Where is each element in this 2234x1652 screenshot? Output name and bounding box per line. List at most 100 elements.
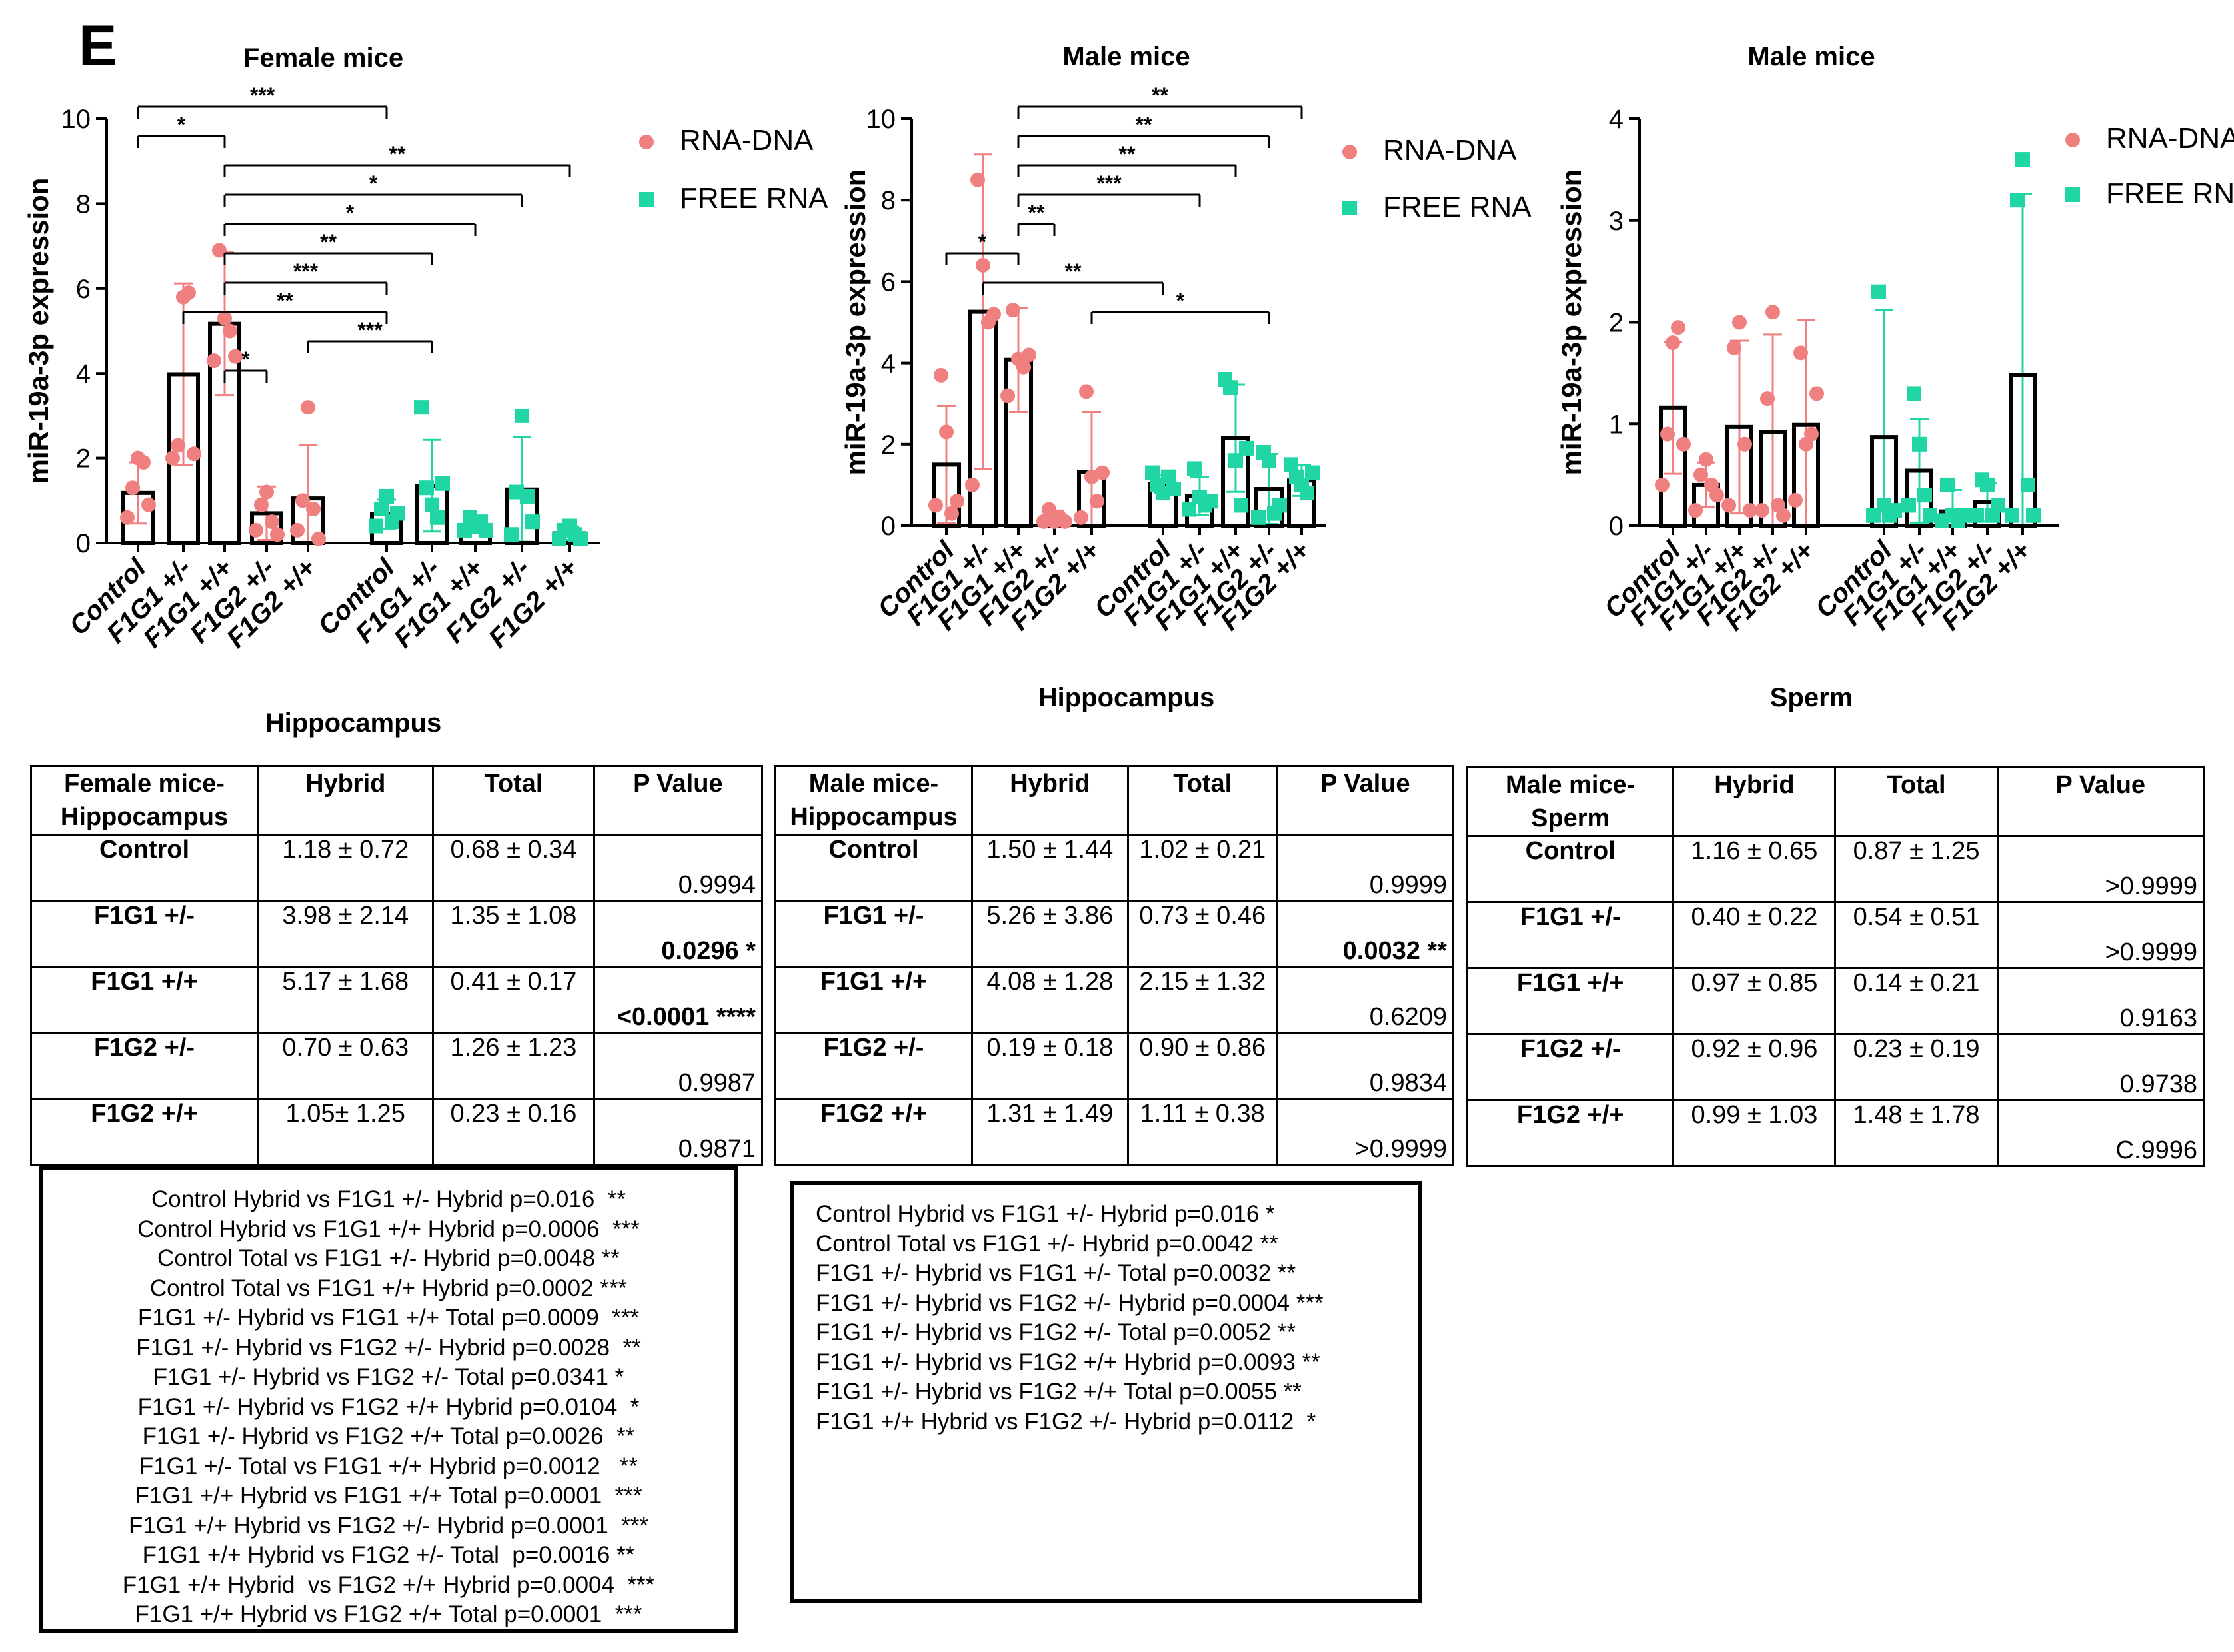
table-header-cell: Male mice- Hippocampus: [774, 765, 973, 836]
data-point-rna-dna: [1765, 305, 1780, 320]
data-point-rna-dna: [187, 446, 201, 462]
stat-box-male: Control Hybrid vs F1G1 +/- Hybrid p=0.01…: [790, 1181, 1422, 1603]
table-header-cell: Male mice- Sperm: [1466, 766, 1675, 837]
table-row-label: F1G2 +/-: [774, 1032, 973, 1100]
table-header-line: P Value: [2055, 771, 2146, 799]
table-header-line: Hippocampus: [60, 803, 229, 831]
table-header-cell: Female mice- Hippocampus: [29, 765, 259, 836]
data-point-free-rna: [1991, 498, 2005, 513]
data-point-free-rna: [1203, 494, 1218, 509]
bar: [1725, 424, 1753, 528]
stat-comparison-line: F1G1 +/+ Hybrid vs F1G2 +/+ Hybrid p=0.0…: [122, 1571, 655, 1598]
data-point-rna-dna: [1666, 335, 1680, 351]
data-point-rna-dna: [165, 450, 180, 466]
table-header-row: Male mice- Sperm Hybrid Total P Value: [1466, 766, 2205, 837]
table-row: F1G1 +/- 3.98 ± 2.14 1.35 ± 1.08 0.0296 *: [29, 900, 764, 968]
table-p-value: >0.9999: [1996, 901, 2205, 969]
table-value: 0.54 ± 0.51: [1834, 901, 1999, 969]
bar: [2009, 373, 2037, 528]
data-point-rna-dna: [1095, 465, 1110, 480]
table-header-line: Total: [1887, 771, 1946, 799]
panel-letter: E: [79, 14, 117, 78]
y-tick-label: 1: [1609, 410, 1624, 439]
data-point-rna-dna: [181, 285, 196, 301]
data-point-rna-dna: [1760, 391, 1775, 407]
y-tick-label: 4: [1609, 105, 1624, 134]
data-point-free-rna: [1262, 453, 1276, 468]
table-value: 0.23 ± 0.16: [432, 1098, 595, 1166]
table-header-line: Hybrid: [305, 770, 386, 798]
data-point-free-rna: [1161, 469, 1176, 484]
data-point-free-rna: [520, 488, 535, 504]
data-point-rna-dna: [171, 438, 185, 453]
data-point-rna-dna: [259, 484, 274, 500]
legend-rna-dna-marker: [1342, 145, 1357, 159]
significance-label: **: [320, 230, 337, 254]
y-tick-label: 4: [881, 349, 896, 379]
data-point-rna-dna: [1732, 315, 1747, 330]
data-point-free-rna: [1145, 465, 1160, 480]
table-row-label: F1G1 +/+: [29, 966, 259, 1034]
data-point-free-rna: [1251, 510, 1266, 525]
data-point-rna-dna: [249, 522, 263, 538]
data-point-rna-dna: [1655, 477, 1670, 492]
data-point-free-rna: [2010, 193, 2025, 208]
data-point-free-rna: [1187, 461, 1202, 476]
table-value: 0.23 ± 0.19: [1834, 1033, 1999, 1101]
data-point-rna-dna: [125, 480, 140, 496]
data-point-free-rna: [374, 502, 389, 517]
legend-free-rna-label: FREE RNA: [680, 182, 828, 215]
stat-comparison-line: F1G1 +/- Hybrid vs F1G2 +/+ Total p=0.00…: [816, 1379, 1302, 1405]
stat-comparison-line: F1G1 +/- Hybrid vs F1G2 +/- Hybrid p=0.0…: [136, 1334, 641, 1361]
table-male-hippocampus: Male mice- Hippocampus Hybrid Total P Value C…: [774, 765, 1455, 1166]
data-point-free-rna: [419, 480, 434, 496]
table-header-line: Total: [484, 770, 543, 798]
stat-comparison-line: Control Hybrid vs F1G1 +/- Hybrid p=0.01…: [816, 1201, 1275, 1227]
table-header-cell: Hybrid: [970, 765, 1129, 836]
table-header-line: Sperm: [1531, 804, 1610, 832]
table-row-label: F1G2 +/+: [774, 1098, 973, 1166]
table-p-value: 0.9994: [592, 834, 764, 902]
x-axis-label: Hippocampus: [1038, 683, 1214, 712]
table-header-cell: P Value: [1276, 765, 1455, 836]
data-point-free-rna: [1305, 465, 1320, 480]
data-point-free-rna: [1182, 502, 1196, 517]
table-value: 1.48 ± 1.78: [1834, 1099, 1999, 1167]
data-point-rna-dna: [301, 400, 315, 415]
data-point-rna-dna: [1000, 388, 1015, 403]
legend-free-rna-marker: [639, 192, 654, 207]
table-value: 0.40 ± 0.22: [1672, 901, 1837, 969]
table-value: 0.19 ± 0.18: [970, 1032, 1129, 1100]
data-point-free-rna: [1923, 508, 1937, 523]
table-row: F1G1 +/+ 0.97 ± 0.85 0.14 ± 0.21 0.9163: [1466, 967, 2205, 1035]
data-point-rna-dna: [1660, 426, 1675, 442]
table-row: Control 1.50 ± 1.44 1.02 ± 0.21 0.9999: [774, 834, 1455, 902]
stat-box-female: Control Hybrid vs F1G1 +/- Hybrid p=0.01…: [39, 1166, 738, 1633]
data-point-free-rna: [2021, 477, 2035, 492]
y-tick-label: 2: [76, 444, 91, 474]
stat-comparison-line: F1G1 +/- Hybrid vs F1G2 +/+ Hybrid p=0.0…: [137, 1393, 640, 1420]
data-point-free-rna: [1223, 380, 1238, 395]
significance-label: *: [978, 230, 987, 254]
data-point-free-rna: [390, 506, 405, 521]
data-point-rna-dna: [1737, 436, 1752, 452]
table-p-value: 0.9834: [1276, 1032, 1455, 1100]
data-point-rna-dna: [1809, 386, 1824, 401]
table-header-line: Female mice-: [64, 770, 225, 798]
table-row: F1G1 +/+ 4.08 ± 1.28 2.15 ± 1.32 0.6209: [774, 966, 1455, 1034]
table-male-sperm: Male mice- Sperm Hybrid Total P Value Control…: [1466, 766, 2205, 1167]
data-point-free-rna: [1907, 386, 1921, 401]
data-point-rna-dna: [1016, 359, 1031, 375]
data-point-rna-dna: [141, 497, 156, 512]
y-axis-label: miR-19a-3p expression: [23, 178, 54, 484]
stat-comparison-line: F1G1 +/- Hybrid vs F1G2 +/- Total p=0.03…: [153, 1364, 624, 1390]
stat-comparison-line: F1G1 +/- Hybrid vs F1G2 +/+ Total p=0.00…: [142, 1423, 635, 1449]
stat-comparison-line: F1G1 +/+ Hybrid vs F1G2 +/- Total p=0.00…: [142, 1542, 635, 1568]
table-p-value: >0.9999: [1996, 835, 2205, 903]
data-point-rna-dna: [934, 367, 948, 383]
data-point-rna-dna: [1090, 494, 1104, 509]
data-point-free-rna: [1228, 453, 1243, 468]
table-value: 0.68 ± 0.34: [432, 834, 595, 902]
data-point-free-rna: [1871, 284, 1886, 299]
